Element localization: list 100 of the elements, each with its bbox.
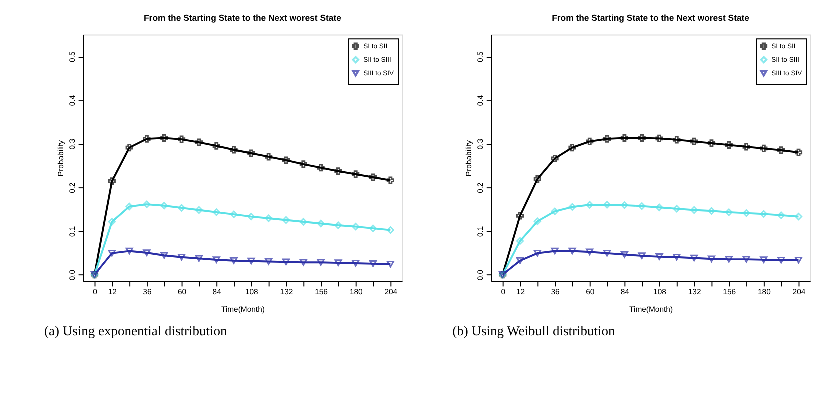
y-tick-label: 0.0 [476,270,486,281]
point [248,258,256,265]
x-tick-label: 0 [501,287,506,296]
point [586,138,594,146]
point [690,206,698,214]
y-axis-title: Probability [56,140,66,177]
x-tick-label: 180 [350,287,363,296]
point [794,212,803,221]
point [160,134,168,142]
point [604,135,612,143]
text: (b) Using Weibull distribution [452,324,616,339]
point [352,170,360,178]
point [352,223,360,231]
point [778,257,786,264]
point [620,202,628,210]
point [534,250,542,257]
point [742,256,750,263]
y-tick-label: 0.3 [68,139,77,150]
point [638,202,646,210]
point [604,201,612,209]
y-tick-label: 0.4 [476,94,486,106]
x-tick-label: 180 [758,287,771,296]
point [143,135,151,143]
point [143,200,151,208]
point [534,175,542,184]
chart-title: From the Starting State to the Next worest State [144,13,342,24]
point [108,250,116,257]
point [760,210,768,218]
point [620,251,628,258]
point [551,154,559,163]
point [568,144,576,152]
point [708,140,716,148]
point [794,257,803,264]
point [160,252,168,259]
point [248,150,256,158]
x-tick-label: 84 [620,287,630,296]
point [126,144,134,152]
point [742,143,750,151]
point [230,146,238,154]
point [778,146,786,154]
text: (a) Using exponential distribution [44,324,228,339]
y-tick-label: 0.1 [68,226,77,238]
point [725,256,733,263]
point [760,144,768,152]
point [708,256,716,262]
point [317,164,325,172]
point [178,136,186,144]
point [690,138,698,146]
point [143,250,151,256]
point [317,259,325,266]
point [534,218,542,226]
x-tick-label: 12 [516,287,526,296]
point [334,260,342,266]
y-tick-label: 0.5 [476,52,486,62]
point [742,210,750,218]
x-tick-label: 0 [93,287,98,296]
point [212,208,220,216]
x-tick-label: 156 [723,287,736,296]
point [369,224,378,232]
point [386,176,394,184]
point [760,256,768,264]
x-tick-label: 60 [586,287,595,296]
point [195,206,203,214]
x-tick-label: 36 [551,287,560,296]
point [673,136,681,144]
point [300,160,308,168]
point [212,256,220,264]
point [178,254,186,261]
point [551,208,559,216]
point [794,148,803,156]
point [638,252,646,260]
x-tick-label: 204 [792,287,806,296]
point [516,257,524,264]
x-tick-label: 36 [143,287,152,296]
y-tick-label: 0.5 [68,52,77,62]
point [282,258,290,266]
point [516,237,524,245]
x-tick-label: 60 [178,287,187,296]
point [265,214,273,222]
point [656,254,664,260]
point [778,212,786,220]
point [212,142,220,150]
point [265,153,273,161]
x-axis-title: Time(Month) [630,304,674,314]
x-tick-label: 12 [108,287,117,296]
point [725,141,733,149]
point [369,174,378,182]
chart-title: From the Starting State to the Next worest State [552,13,750,24]
point [282,216,290,224]
point [334,222,342,230]
point [352,260,360,267]
point [230,257,238,264]
point [586,201,594,209]
point [708,207,716,215]
y-tick-label: 0.2 [476,182,486,194]
point [178,204,186,212]
y-tick-label: 0.3 [476,139,486,150]
y-tick-label: 0.1 [476,226,486,238]
point [317,220,325,228]
point [126,202,134,211]
